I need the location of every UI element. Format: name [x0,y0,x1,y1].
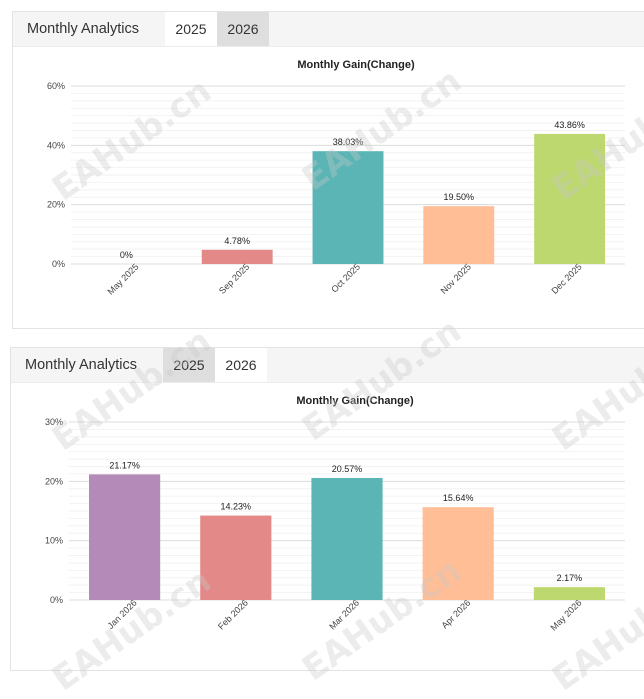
panel-header: Monthly Analytics 2025 2026 [13,12,644,47]
panel-title: Monthly Analytics [25,357,138,373]
x-tick-label: Jan 2026 [105,598,138,631]
y-tick-label: 10% [45,536,63,546]
bar [201,249,273,264]
y-tick-label: 20% [47,200,65,210]
data-label: 2.17% [557,573,583,583]
y-tick-label: 60% [47,81,65,91]
bar [89,474,161,600]
tab-2026[interactable]: 2026 [215,348,267,382]
x-tick-label: May 2026 [549,598,584,633]
data-label: 0% [120,250,133,260]
data-label: 21.17% [109,460,140,470]
y-tick-label: 30% [45,417,63,427]
data-label: 15.64% [443,493,474,503]
monthly-gain-chart: Monthly Gain(Change) 0% 10% 20% 30% 21.17% Jan… [45,395,625,633]
bar [312,151,384,264]
x-tick-label: Sep 2025 [217,262,251,296]
y-tick-label: 40% [47,140,65,150]
monthly-gain-chart: Monthly Gain(Change) 0% 20% 40% 60% 0% May 202… [47,59,625,297]
tab-2025[interactable]: 2025 [163,348,215,382]
data-label: 4.78% [224,236,250,246]
panel-title: Monthly Analytics [27,21,140,37]
data-label: 43.86% [554,120,585,130]
y-tick-label: 0% [50,595,63,605]
monthly-analytics-panel-2026: Monthly Analytics 2025 2026 Monthly Gain… [10,347,644,671]
chart-title: Monthly Gain(Change) [296,395,414,407]
x-tick-label: Nov 2025 [439,262,473,296]
x-tick-label: May 2025 [106,262,141,297]
x-tick-label: Oct 2025 [329,262,362,295]
bar [422,507,494,600]
y-tick-label: 20% [45,476,63,486]
bar [311,477,383,600]
x-tick-label: Apr 2026 [439,598,472,631]
panel-header: Monthly Analytics 2025 2026 [11,348,644,383]
bar [533,587,605,600]
monthly-analytics-panel-2025: Monthly Analytics 2025 2026 Monthly Gain… [12,11,644,329]
x-tick-label: Feb 2026 [216,598,250,632]
x-tick-label: Dec 2025 [549,262,583,296]
bar [200,515,272,600]
data-label: 20.57% [332,464,363,474]
chart-title: Monthly Gain(Change) [297,59,415,71]
tab-2026[interactable]: 2026 [217,12,269,46]
tab-2025[interactable]: 2025 [165,12,217,46]
data-label: 38.03% [333,137,364,147]
data-label: 19.50% [444,192,475,202]
data-label: 14.23% [221,502,252,512]
y-tick-label: 0% [52,259,65,269]
bar [423,206,495,264]
x-tick-label: Mar 2026 [327,598,361,632]
bar [534,133,606,264]
